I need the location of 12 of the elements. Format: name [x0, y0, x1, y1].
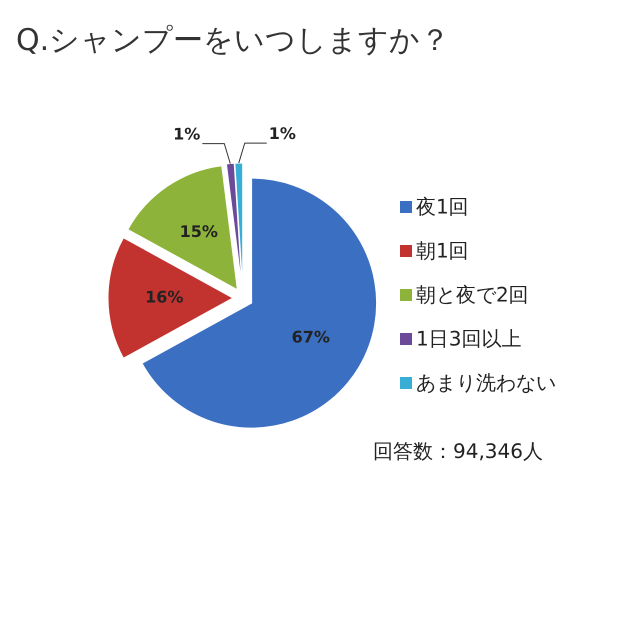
- chart-title: Q.シャンプーをいつしますか？: [16, 23, 450, 58]
- data-label: 1%: [173, 124, 200, 144]
- text: 回答数：94,346人: [373, 439, 543, 463]
- legend-label: 朝と夜で2回: [416, 282, 529, 306]
- data-label: 16%: [145, 287, 184, 306]
- legend-label: 1日3回以上: [416, 326, 522, 350]
- data-label: 67%: [292, 327, 330, 346]
- data-label: 1%: [268, 124, 296, 144]
- legend-label: 朝1回: [416, 238, 469, 262]
- data-label: 15%: [180, 222, 218, 242]
- legend-label: 夜1回: [416, 194, 469, 218]
- legend-label: あまり洗わない: [416, 370, 556, 394]
